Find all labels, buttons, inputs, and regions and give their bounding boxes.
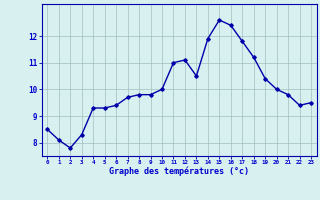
X-axis label: Graphe des températures (°c): Graphe des températures (°c): [109, 167, 249, 176]
